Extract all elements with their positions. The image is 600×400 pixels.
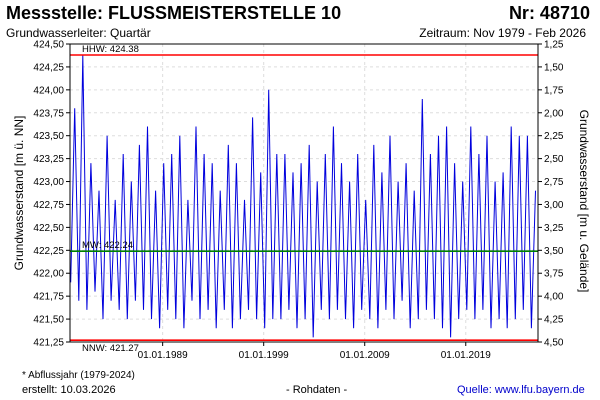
groundwater-series-line: [70, 54, 536, 338]
left-tick-label: 423,25: [33, 154, 64, 165]
right-tick-label: 2,25: [544, 131, 564, 142]
left-tick-label: 422,00: [33, 269, 64, 280]
hhw-label: HHW: 424.38: [82, 44, 139, 55]
right-tick-label: 4,00: [544, 292, 564, 303]
right-tick-label: 1,50: [544, 62, 564, 73]
right-tick-label: 3,25: [544, 223, 564, 234]
nnw-label: NNW: 421.27: [82, 343, 139, 354]
right-tick-label: 4,25: [544, 315, 564, 326]
left-axis-title: Grundwasserstand [m ü. NN]: [12, 116, 26, 271]
x-tick-label: 01.01.1989: [138, 350, 188, 361]
left-tick-label: 423,00: [33, 177, 64, 188]
left-tick-label: 424,00: [33, 85, 64, 96]
left-tick-label: 421,75: [33, 292, 64, 303]
right-tick-label: 4,50: [544, 338, 564, 349]
right-axis-title: Grundwasserstand [m u. Gelände]: [577, 110, 591, 293]
x-axis: 01.01.1989 01.01.1999 01.01.2009 01.01.2019: [138, 342, 491, 361]
right-tick-label: 2,50: [544, 154, 564, 165]
left-tick-label: 424,50: [33, 40, 64, 51]
right-tick-label: 3,75: [544, 269, 564, 280]
reference-lines: HHW: 424.38 MW: 422.24 NNW: 421.27: [70, 44, 538, 354]
source-link[interactable]: Quelle: www.lfu.bayern.de: [457, 384, 585, 396]
station-title: Messstelle: FLUSSMEISTERSTELLE 10: [6, 3, 342, 23]
x-tick-label: 01.01.2019: [441, 350, 491, 361]
footnote: * Abflussjahr (1979-2024): [22, 370, 135, 381]
left-tick-label: 422,50: [33, 223, 64, 234]
plot-frame: [69, 43, 539, 343]
station-number: Nr: 48710: [508, 3, 590, 23]
left-axis: 424,50 424,25 424,00 423,75 423,50 423,25 423,…: [33, 40, 70, 349]
raw-data-label: - Rohdaten -: [286, 384, 348, 396]
created-date: erstellt: 10.03.2026: [22, 384, 116, 396]
mw-label: MW: 422.24: [82, 240, 133, 251]
x-tick-label: 01.01.2009: [340, 350, 390, 361]
x-tick-label: 01.01.1999: [239, 350, 289, 361]
left-tick-label: 423,50: [33, 131, 64, 142]
series-layer: [70, 54, 536, 338]
right-tick-label: 3,00: [544, 200, 564, 211]
right-axis: 1,25 1,50 1,75 2,00 2,25 2,50 2,75 3,00 3,25 3,50…: [538, 40, 564, 349]
right-tick-label: 3,50: [544, 246, 564, 257]
right-tick-label: 1,75: [544, 85, 564, 96]
left-tick-label: 424,25: [33, 62, 64, 73]
left-tick-label: 421,50: [33, 315, 64, 326]
left-tick-label: 421,25: [33, 338, 64, 349]
left-tick-label: 423,75: [33, 108, 64, 119]
period-label: Zeitraum: Nov 1979 - Feb 2026: [419, 26, 586, 40]
aquifer-label: Grundwasserleiter: Quartär: [6, 26, 151, 40]
right-tick-label: 2,75: [544, 177, 564, 188]
right-tick-label: 1,25: [544, 40, 564, 51]
right-tick-label: 2,00: [544, 108, 564, 119]
left-tick-label: 422,25: [33, 246, 64, 257]
left-tick-label: 422,75: [33, 200, 64, 211]
